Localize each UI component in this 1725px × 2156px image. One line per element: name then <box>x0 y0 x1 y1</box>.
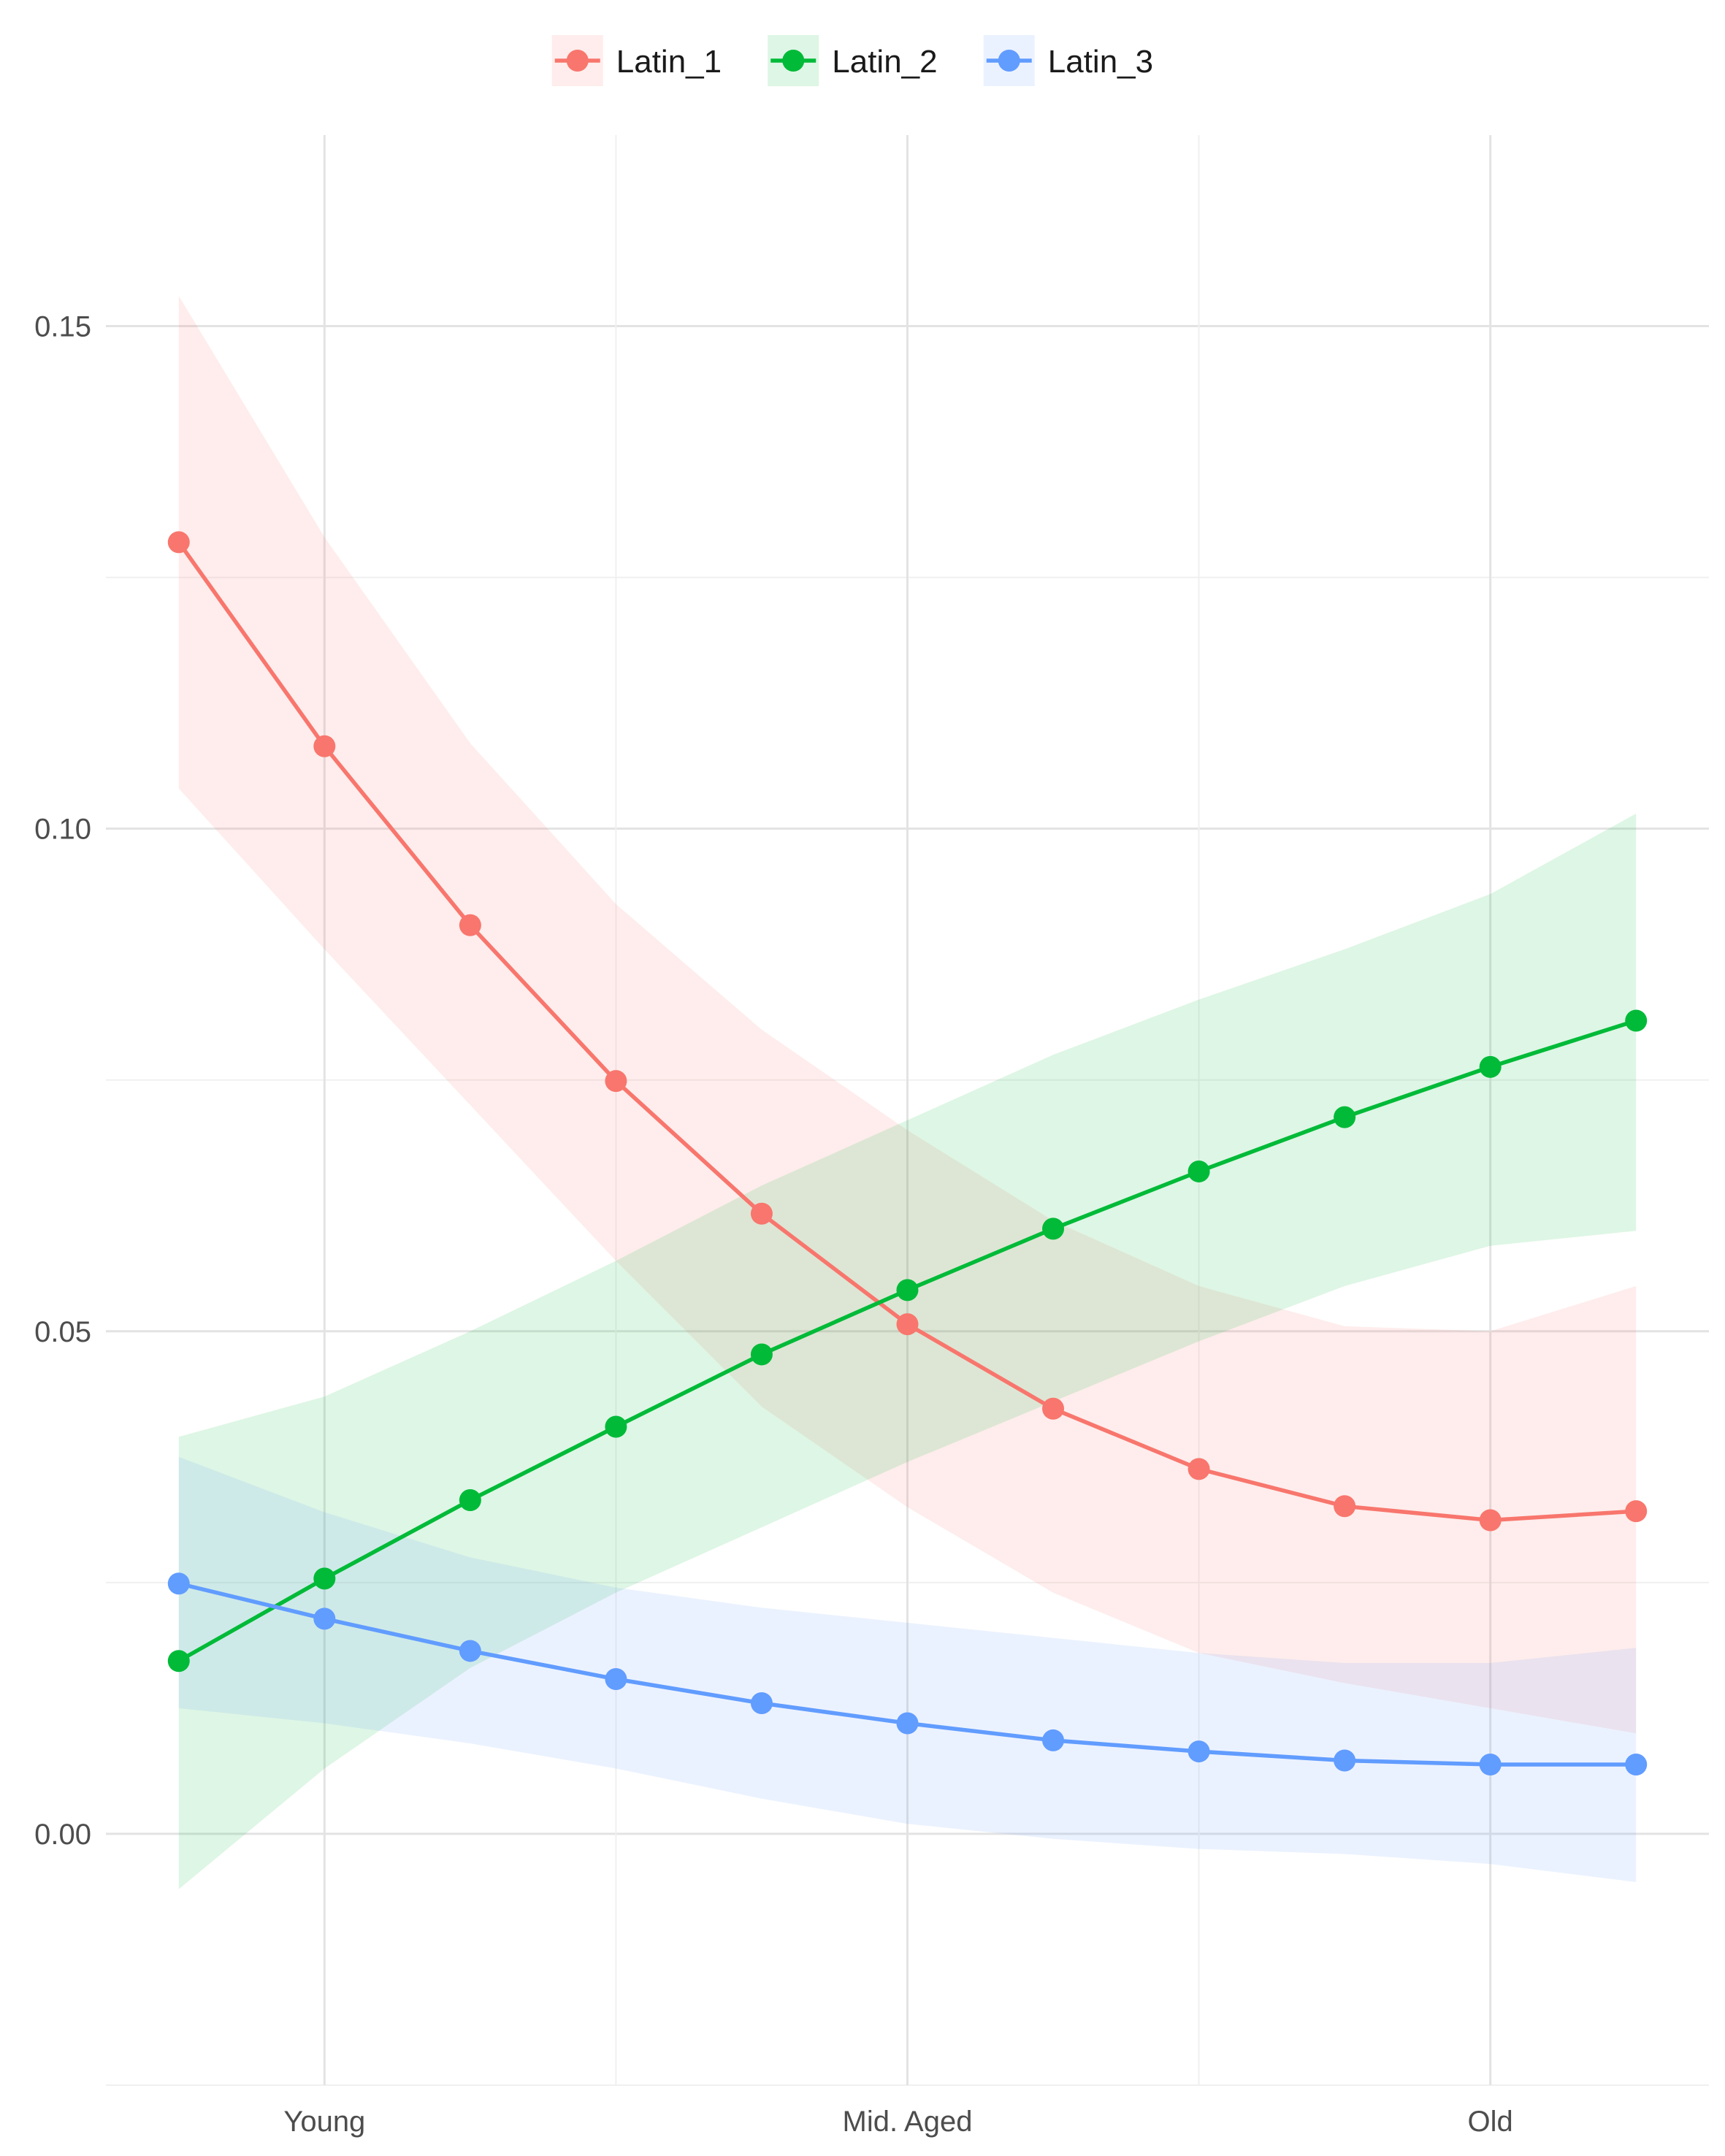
point-latin-2 <box>1042 1217 1065 1240</box>
point-latin-1 <box>1625 1500 1648 1523</box>
ribbon-latin-1 <box>178 296 1637 1734</box>
legend-item-latin-3: Latin_3 <box>983 35 1153 86</box>
point-latin-2 <box>1187 1160 1210 1182</box>
point-latin-1 <box>896 1313 919 1336</box>
point-latin-1 <box>1479 1509 1502 1532</box>
point-latin-3 <box>1479 1753 1502 1775</box>
point-latin-3 <box>1334 1749 1356 1772</box>
legend-label: Latin_2 <box>832 44 937 80</box>
legend-label: Latin_1 <box>616 44 722 80</box>
y-tick-label: 0.15 <box>34 310 91 343</box>
point-latin-1 <box>459 914 481 936</box>
point-latin-3 <box>1042 1729 1065 1751</box>
point-latin-2 <box>750 1343 773 1366</box>
point-latin-2 <box>1334 1106 1356 1128</box>
point-latin-1 <box>1187 1458 1210 1480</box>
legend: Latin_1 Latin_2 Latin_3 <box>551 35 1153 86</box>
ribbon-latin-3 <box>178 1456 1637 1882</box>
y-tick-label: 0.05 <box>34 1316 91 1348</box>
point-latin-1 <box>1042 1397 1065 1420</box>
point-latin-2 <box>313 1567 336 1590</box>
point-latin-3 <box>1625 1753 1648 1775</box>
y-tick-label: 0.00 <box>34 1819 91 1851</box>
confidence-ribbons <box>178 296 1637 1889</box>
point-latin-1 <box>750 1202 773 1225</box>
point-latin-3 <box>750 1692 773 1715</box>
x-axis-tick-labels: Young Mid. Aged Old <box>283 2106 1512 2138</box>
legend-key-point <box>998 50 1020 72</box>
x-tick-label: Mid. Aged <box>843 2106 973 2138</box>
point-latin-1 <box>1334 1495 1356 1518</box>
legend-label: Latin_3 <box>1048 44 1153 80</box>
point-latin-2 <box>167 1650 190 1673</box>
point-latin-3 <box>313 1608 336 1630</box>
point-latin-2 <box>1625 1009 1648 1032</box>
point-latin-3 <box>896 1712 919 1735</box>
point-latin-1 <box>313 735 336 757</box>
series-points <box>167 531 1648 1775</box>
x-tick-label: Old <box>1468 2106 1513 2138</box>
legend-key-point <box>566 50 589 72</box>
y-tick-label: 0.10 <box>34 814 91 846</box>
point-latin-3 <box>1187 1740 1210 1763</box>
point-latin-3 <box>459 1640 481 1662</box>
y-axis-tick-labels: 0.00 0.05 0.10 0.15 <box>34 310 91 1850</box>
x-tick-label: Young <box>283 2106 365 2138</box>
point-latin-3 <box>167 1572 190 1595</box>
point-latin-2 <box>605 1415 627 1438</box>
ribbon-latin-2 <box>178 814 1637 1889</box>
point-latin-2 <box>1479 1055 1502 1078</box>
point-latin-1 <box>167 531 190 554</box>
legend-item-latin-1: Latin_1 <box>551 35 722 86</box>
legend-key-point <box>782 50 805 72</box>
point-latin-1 <box>605 1070 627 1093</box>
point-latin-3 <box>605 1667 627 1690</box>
legend-item-latin-2: Latin_2 <box>768 35 938 86</box>
point-latin-2 <box>896 1279 919 1301</box>
point-latin-2 <box>459 1489 481 1511</box>
